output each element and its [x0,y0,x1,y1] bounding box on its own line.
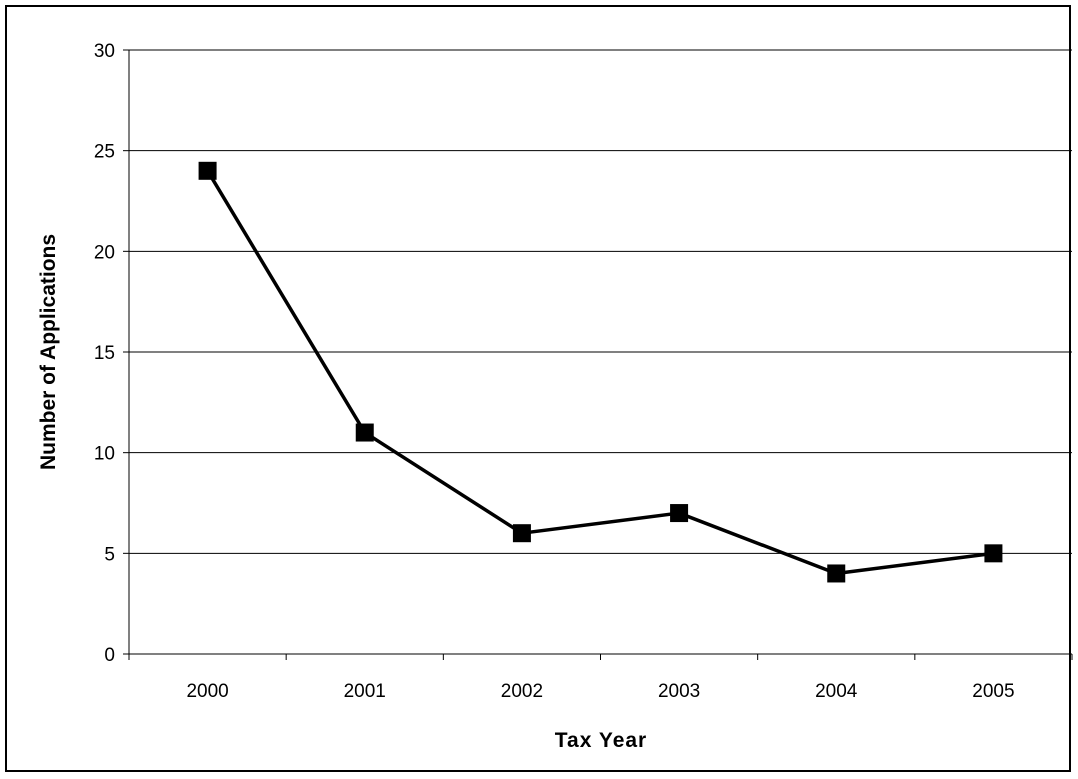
y-tick-labels: 0 5 10 15 20 25 30 [94,41,115,666]
y-axis-title: Number of Applications [37,234,60,470]
x-tick-label: 2005 [972,681,1014,702]
x-axis-title: Tax Year [555,729,647,752]
y-tick-label: 30 [94,41,115,62]
data-point-marker [827,564,846,583]
data-point-marker [198,161,217,180]
y-tick-label: 25 [94,142,115,163]
series-layer [198,161,1003,583]
data-point-marker [512,524,531,543]
chart-frame [5,5,1071,772]
x-tick-label: 2003 [658,681,700,702]
y-tick-label: 0 [104,645,115,666]
data-point-marker [984,544,1003,563]
data-point-marker [670,504,689,523]
x-tick-label: 2004 [815,681,858,702]
x-tick-labels: 2000 2001 2002 2003 2004 2005 [186,681,1014,702]
y-tick-label: 10 [94,444,115,465]
y-tick-label: 5 [104,544,115,565]
y-tick-label: 15 [94,343,115,364]
data-point-marker [355,423,374,442]
gridlines [129,49,1072,554]
axes [123,49,1073,660]
x-tick-label: 2002 [501,681,543,702]
x-tick-label: 2000 [186,681,228,702]
y-tick-label: 20 [94,242,115,263]
series-line [206,169,994,576]
x-tick-label: 2001 [344,681,386,702]
